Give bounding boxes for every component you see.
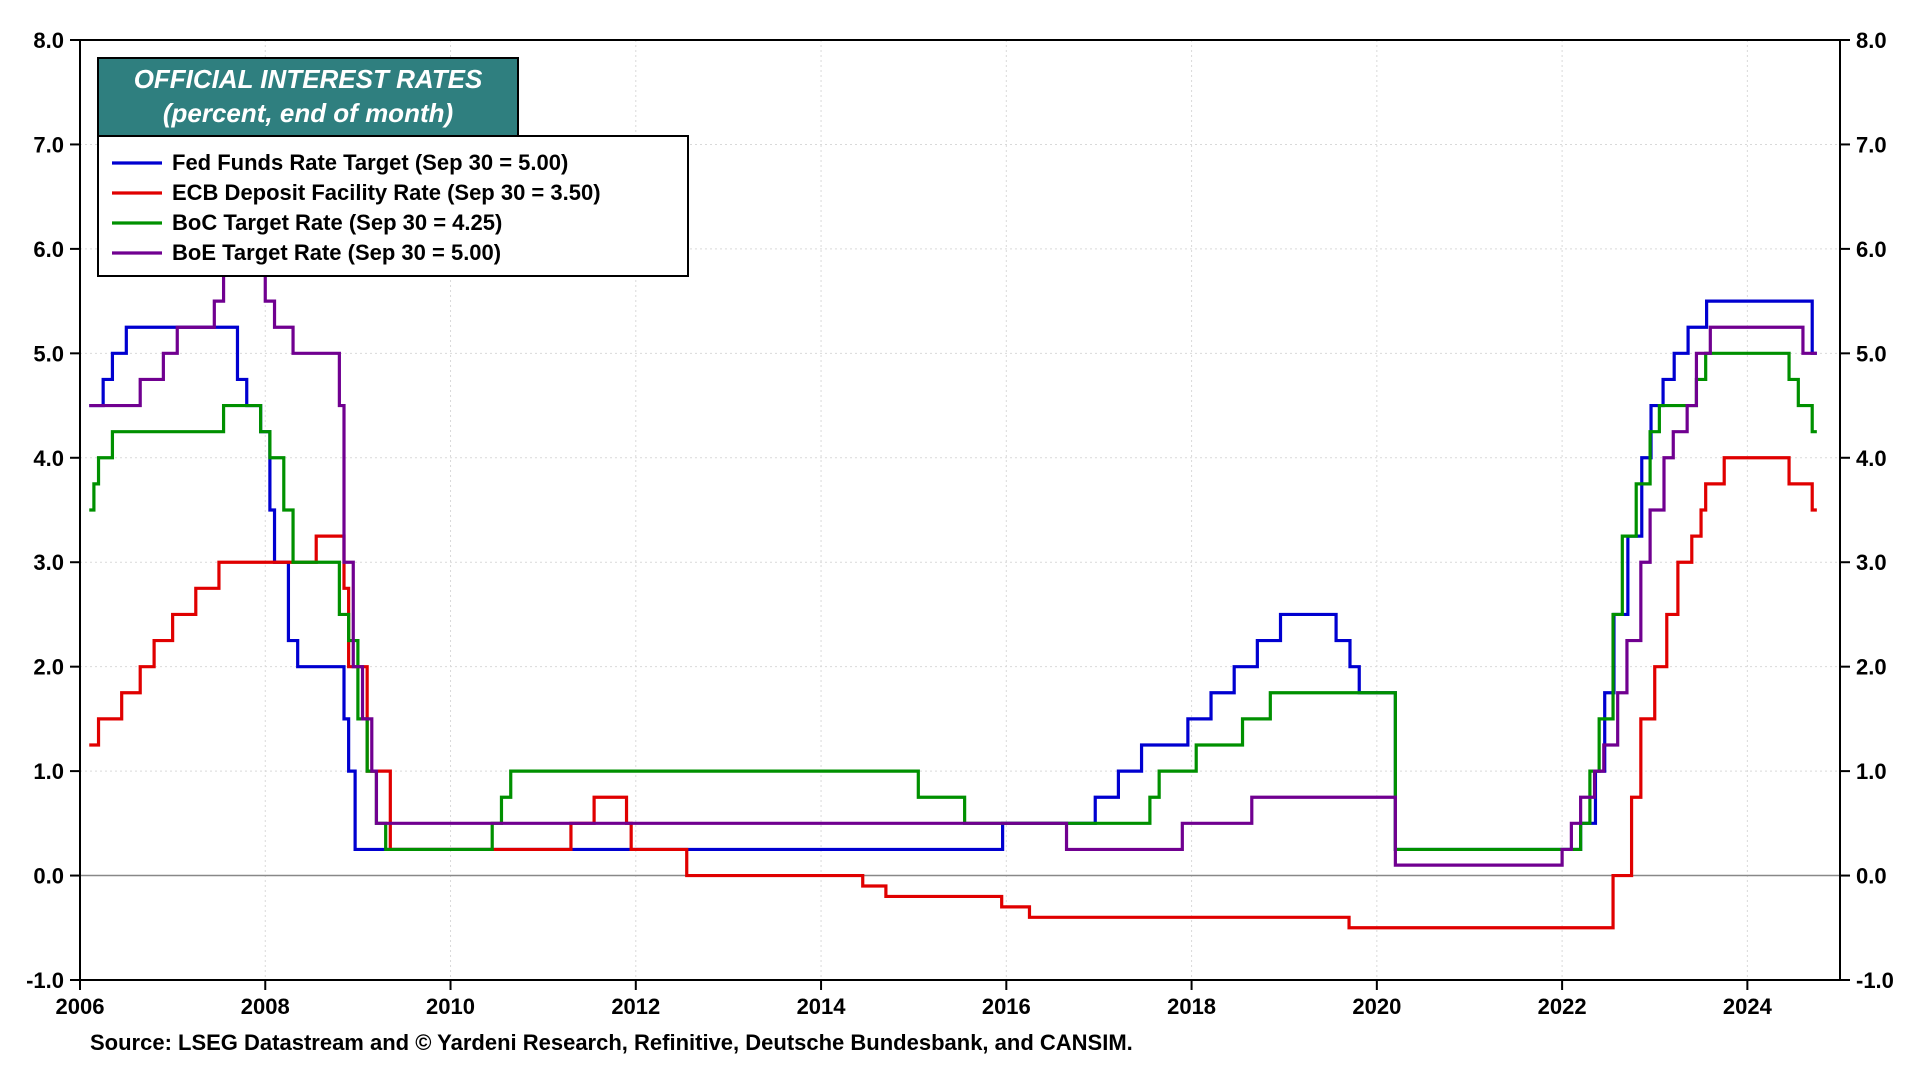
x-tick-label: 2024 bbox=[1723, 994, 1773, 1019]
chart-title-line: OFFICIAL INTEREST RATES bbox=[134, 64, 483, 94]
x-tick-label: 2012 bbox=[611, 994, 660, 1019]
x-tick-label: 2008 bbox=[241, 994, 290, 1019]
y-tick-label-right: 1.0 bbox=[1856, 759, 1887, 784]
y-tick-label-right: 4.0 bbox=[1856, 446, 1887, 471]
x-tick-label: 2010 bbox=[426, 994, 475, 1019]
x-tick-label: 2014 bbox=[797, 994, 847, 1019]
legend-label: ECB Deposit Facility Rate (Sep 30 = 3.50… bbox=[172, 180, 601, 205]
y-tick-label-right: 2.0 bbox=[1856, 655, 1887, 680]
legend-label: BoC Target Rate (Sep 30 = 4.25) bbox=[172, 210, 502, 235]
chart-title-line: (percent, end of month) bbox=[163, 98, 453, 128]
y-tick-label-left: 8.0 bbox=[33, 28, 64, 53]
y-tick-label-right: 0.0 bbox=[1856, 864, 1887, 889]
x-tick-label: 2006 bbox=[56, 994, 105, 1019]
y-tick-label-left: 5.0 bbox=[33, 341, 64, 366]
y-tick-label-right: 7.0 bbox=[1856, 132, 1887, 157]
y-tick-label-left: 2.0 bbox=[33, 655, 64, 680]
y-tick-label-left: -1.0 bbox=[26, 968, 64, 993]
y-tick-label-left: 6.0 bbox=[33, 237, 64, 262]
y-tick-label-left: 4.0 bbox=[33, 446, 64, 471]
y-tick-label-right: -1.0 bbox=[1856, 968, 1894, 993]
y-tick-label-left: 1.0 bbox=[33, 759, 64, 784]
interest-rates-chart: -1.0 -1.0 0.0 0.0 1.0 1.0 2.0 2.0 3.0 3.0 4.0 4.0 5.… bbox=[0, 0, 1920, 1080]
y-tick-label-left: 7.0 bbox=[33, 132, 64, 157]
legend-label: BoE Target Rate (Sep 30 = 5.00) bbox=[172, 240, 501, 265]
y-tick-label-left: 3.0 bbox=[33, 550, 64, 575]
source-text: Source: LSEG Datastream and © Yardeni Re… bbox=[90, 1030, 1133, 1055]
x-tick-label: 2016 bbox=[982, 994, 1031, 1019]
y-tick-label-left: 0.0 bbox=[33, 864, 64, 889]
y-tick-label-right: 6.0 bbox=[1856, 237, 1887, 262]
y-tick-label-right: 3.0 bbox=[1856, 550, 1887, 575]
y-tick-label-right: 5.0 bbox=[1856, 341, 1887, 366]
legend-label: Fed Funds Rate Target (Sep 30 = 5.00) bbox=[172, 150, 568, 175]
x-tick-label: 2020 bbox=[1352, 994, 1401, 1019]
x-tick-label: 2018 bbox=[1167, 994, 1216, 1019]
y-tick-label-right: 8.0 bbox=[1856, 28, 1887, 53]
x-tick-label: 2022 bbox=[1538, 994, 1587, 1019]
